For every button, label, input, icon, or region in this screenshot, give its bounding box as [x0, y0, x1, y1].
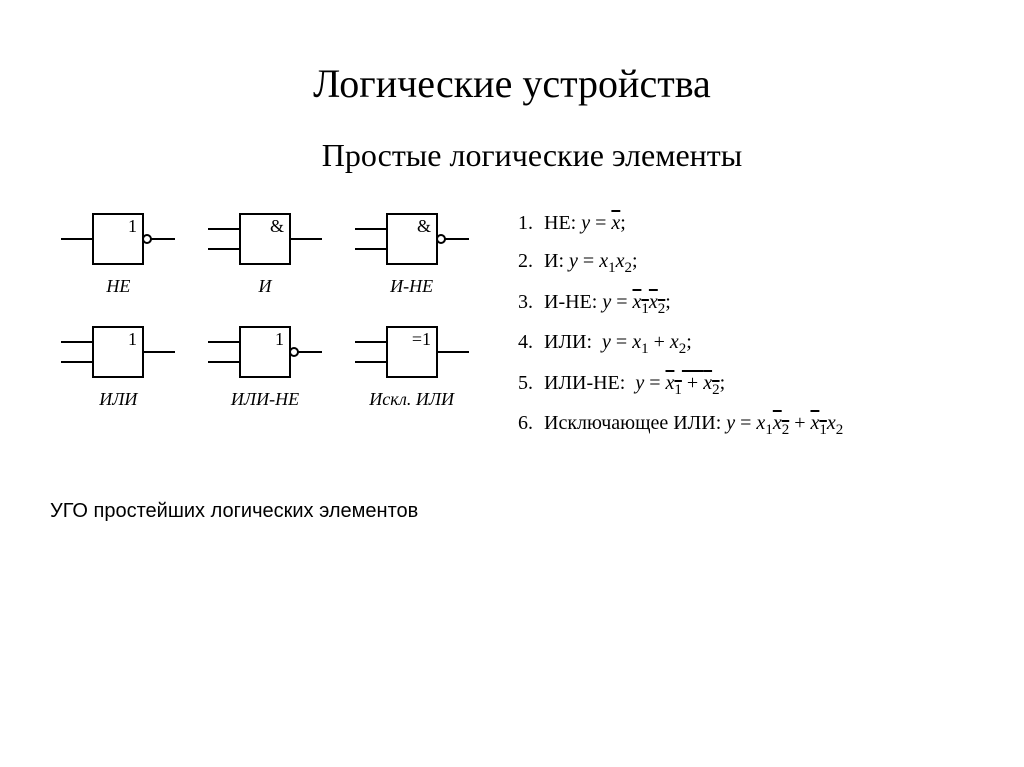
gate-label: ИЛИ — [99, 389, 137, 410]
gate-label: НЕ — [106, 276, 130, 297]
equation-name: ИЛИ-НЕ — [544, 372, 620, 394]
equation-item: Исключающее ИЛИ: y = x1x2 + x1x2 — [538, 404, 974, 445]
gate-symbol-Искл. ИЛИ: =1 — [347, 317, 477, 387]
equation-name: Исключающее ИЛИ — [544, 412, 716, 434]
equation-item: НЕ: y = x; — [538, 204, 974, 242]
gates-panel: 1НЕ&И&И-НЕ1ИЛИ1ИЛИ-НЕ=1Искл. ИЛИ — [50, 204, 480, 410]
slide-title: Логические устройства — [50, 60, 974, 107]
gate-symbol-НЕ: 1 — [53, 204, 183, 274]
gate-grid: 1НЕ&И&И-НЕ1ИЛИ1ИЛИ-НЕ=1Искл. ИЛИ — [50, 204, 480, 410]
slide: Логические устройства Простые логические… — [0, 0, 1024, 767]
gate-cell: & И-НЕ — [343, 204, 480, 297]
gate-label: ИЛИ-НЕ — [231, 389, 299, 410]
gate-label: И — [258, 276, 271, 297]
figure-caption: УГО простейших логических элементов — [50, 500, 974, 523]
equation-item: ИЛИ-НЕ: y = x1 + x2; — [538, 364, 974, 405]
equation-formula: y = x1 + x2; — [630, 372, 725, 394]
equation-item: И-НЕ: y = x1x2; — [538, 283, 974, 324]
gate-cell: 1 ИЛИ — [50, 317, 187, 410]
equation-item: ИЛИ: y = x1 + x2; — [538, 323, 974, 364]
svg-text:=1: =1 — [412, 329, 431, 349]
equation-name: НЕ — [544, 212, 571, 234]
svg-text:1: 1 — [128, 329, 137, 349]
equation-name: ИЛИ — [544, 331, 586, 353]
equation-name: И-НЕ — [544, 291, 592, 313]
gate-cell: 1 НЕ — [50, 204, 187, 297]
svg-text:&: & — [270, 216, 284, 236]
equation-formula: y = x1x2; — [602, 291, 671, 313]
gate-cell: 1 ИЛИ-НЕ — [197, 317, 334, 410]
equation-formula: y = x1 + x2; — [597, 331, 692, 353]
equation-formula: y = x1x2 + x1x2 — [726, 412, 843, 434]
gate-label: Искл. ИЛИ — [369, 389, 454, 410]
svg-text:1: 1 — [128, 216, 137, 236]
equation-formula: y = x; — [581, 212, 626, 234]
gate-cell: =1 Искл. ИЛИ — [343, 317, 480, 410]
gate-cell: &И — [197, 204, 334, 297]
equation-list: НЕ: y = x;И: y = x1x2;И-НЕ: y = x1x2;ИЛИ… — [510, 204, 974, 445]
slide-subtitle: Простые логические элементы — [90, 137, 974, 174]
gate-symbol-ИЛИ: 1 — [53, 317, 183, 387]
svg-text:&: & — [417, 216, 431, 236]
equations-panel: НЕ: y = x;И: y = x1x2;И-НЕ: y = x1x2;ИЛИ… — [480, 204, 974, 445]
gate-label: И-НЕ — [390, 276, 433, 297]
svg-text:1: 1 — [275, 329, 284, 349]
gate-symbol-И-НЕ: & — [347, 204, 477, 274]
content-row: 1НЕ&И&И-НЕ1ИЛИ1ИЛИ-НЕ=1Искл. ИЛИ НЕ: y =… — [50, 204, 974, 445]
equation-item: И: y = x1x2; — [538, 242, 974, 283]
equation-name: И — [544, 250, 558, 272]
gate-symbol-ИЛИ-НЕ: 1 — [200, 317, 330, 387]
equation-formula: y = x1x2; — [569, 250, 638, 272]
gate-symbol-И: & — [200, 204, 330, 274]
